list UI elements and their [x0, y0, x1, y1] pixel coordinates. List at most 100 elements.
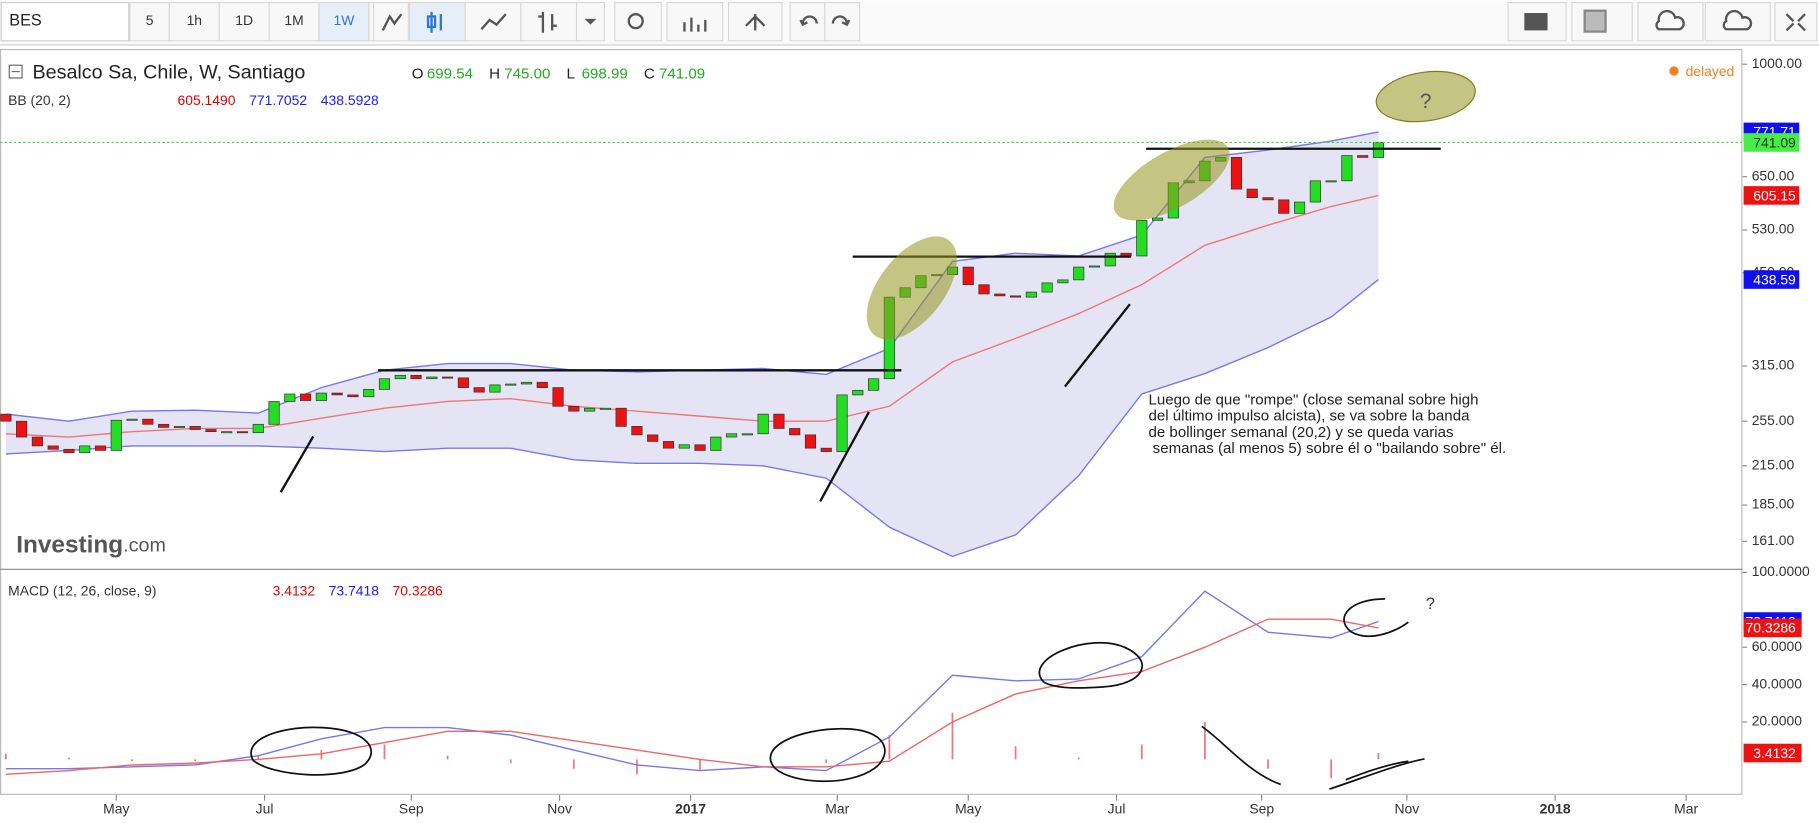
- candle: [615, 407, 627, 427]
- candle: [158, 423, 170, 428]
- interval-label: 1W: [334, 12, 356, 28]
- ohlc-value: 698.99: [582, 65, 628, 82]
- status-dot: [1669, 66, 1679, 76]
- candle: [363, 389, 375, 398]
- ohlc-value: 699.54: [427, 65, 473, 82]
- symbol-box[interactable]: [0, 1, 130, 42]
- price-badge: [1743, 743, 1802, 763]
- candle: [741, 433, 753, 436]
- candle: [599, 407, 611, 410]
- note-line: semanas (al menos 5) sobre él o "bailand…: [1148, 440, 1506, 457]
- candle: [520, 381, 533, 385]
- interval-label: 1h: [187, 12, 202, 28]
- instrument-title: Besalco Sa, Chile, W, Santiago: [32, 62, 305, 84]
- candle: [584, 407, 596, 412]
- interval-button[interactable]: [218, 1, 270, 42]
- price-badge: [1743, 186, 1800, 205]
- candle: [284, 393, 296, 402]
- candle: [378, 378, 391, 390]
- interval-button[interactable]: [318, 1, 370, 42]
- question-mark: ?: [1426, 595, 1435, 613]
- candle: [1057, 279, 1069, 284]
- interval-label: 1M: [284, 12, 303, 28]
- candle: [315, 392, 327, 401]
- candle: [662, 441, 675, 449]
- candle: [489, 384, 501, 393]
- candle: [1010, 295, 1022, 298]
- toolbar-icons[interactable]: [372, 1, 1818, 42]
- candle: [710, 436, 722, 451]
- candle: [631, 426, 643, 436]
- x-tick-label: Nov: [1394, 801, 1419, 817]
- x-tick-label: Sep: [1249, 801, 1274, 817]
- price-badge: [1743, 618, 1802, 638]
- candle: [1136, 220, 1148, 257]
- candle: [536, 381, 548, 388]
- price-badge: [1743, 133, 1800, 152]
- price-badge-label: 70.3286: [1746, 620, 1797, 636]
- price-badge-label: 605.15: [1753, 187, 1796, 203]
- symbol: BES: [9, 11, 42, 29]
- y-tick-label: 60.0000: [1752, 638, 1803, 654]
- ohlc-value: 741.09: [659, 65, 705, 82]
- candle: [820, 447, 832, 452]
- y-tick-label: 650.00: [1752, 167, 1795, 183]
- candle: [552, 387, 564, 407]
- candle: [1230, 157, 1243, 190]
- candle: [994, 293, 1006, 297]
- candle: [757, 413, 769, 435]
- price-badge-label: 741.09: [1753, 134, 1796, 150]
- candle: [726, 433, 738, 438]
- candle: [79, 445, 91, 454]
- candle: [63, 448, 75, 454]
- candle: [773, 413, 785, 429]
- macd-legend-name: MACD (12, 26, close, 9): [8, 583, 156, 599]
- y-tick-label: 100.0000: [1752, 563, 1810, 579]
- candle: [1357, 155, 1369, 158]
- candle: [473, 387, 485, 393]
- y-tick-label: 40.0000: [1752, 675, 1803, 691]
- candle: [236, 431, 249, 434]
- ohlc-key: C: [644, 65, 655, 82]
- candle: [1088, 265, 1101, 268]
- candle: [94, 445, 107, 451]
- band-line: [5, 194, 1379, 438]
- band-line: [5, 278, 1379, 558]
- candle: [962, 266, 974, 286]
- candle: [1325, 180, 1337, 183]
- candle: [1309, 180, 1321, 203]
- candle: [426, 376, 438, 380]
- x-tick-label: Jul: [1108, 801, 1126, 817]
- candle: [331, 392, 343, 396]
- candle: [804, 434, 817, 449]
- collapse-icon[interactable]: [8, 64, 23, 79]
- candle: [1041, 282, 1053, 293]
- note-line: de bollinger semanal (20,2) y se queda v…: [1148, 424, 1453, 441]
- ohlc-key: L: [567, 65, 575, 82]
- y-tick-label: 185.00: [1752, 496, 1795, 512]
- interval-button[interactable]: [168, 1, 220, 42]
- x-tick-label: Sep: [399, 801, 424, 817]
- x-tick-label: Nov: [547, 801, 572, 817]
- x-tick-label: Mar: [1674, 801, 1698, 817]
- candle: [410, 374, 422, 380]
- status: delayed: [1686, 63, 1735, 79]
- bb-legend-name: BB (20, 2): [8, 92, 71, 108]
- ohlc-key: H: [489, 65, 500, 82]
- candle: [189, 426, 201, 430]
- candle: [31, 436, 43, 447]
- watermark: Investing.com: [16, 532, 166, 559]
- candle: [852, 389, 864, 396]
- price-badge-label: 3.4132: [1753, 745, 1796, 761]
- x-tick-label: May: [103, 801, 129, 817]
- candle: [678, 444, 690, 449]
- note-line: Luego de que "rompe" (close semanal sobr…: [1148, 391, 1478, 408]
- candle: [568, 405, 580, 412]
- candle: [173, 426, 185, 428]
- candle: [647, 434, 659, 442]
- candle: [16, 420, 28, 438]
- y-tick-label: 315.00: [1752, 357, 1795, 373]
- interval-button[interactable]: [129, 1, 170, 42]
- candle: [1294, 201, 1306, 214]
